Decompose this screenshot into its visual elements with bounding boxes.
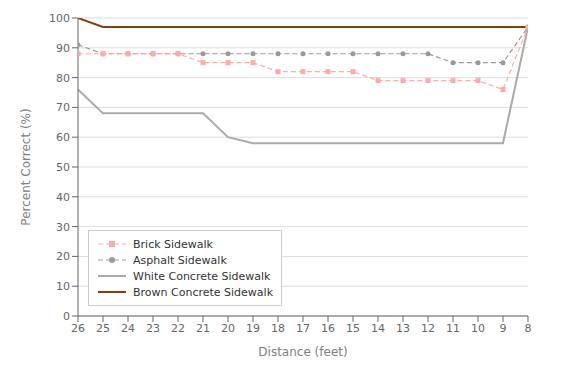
svg-text:10: 10 [56,280,70,293]
svg-text:70: 70 [56,101,70,114]
svg-text:80: 80 [56,72,70,85]
svg-text:18: 18 [271,322,285,335]
svg-text:20: 20 [221,322,235,335]
html-text:Asphalt Sidewalk: Asphalt Sidewalk [133,253,227,267]
svg-text:23: 23 [146,322,160,335]
svg-text:90: 90 [56,42,70,55]
svg-text:16: 16 [321,322,335,335]
svg-text:9: 9 [500,322,507,335]
svg-text:17: 17 [296,322,310,335]
svg-text:14: 14 [371,322,385,335]
svg-text:50: 50 [56,161,70,174]
svg-text:24: 24 [121,322,135,335]
html-text:Brick Sidewalk: Brick Sidewalk [133,237,213,251]
html-text:Brown Concrete Sidewalk: Brown Concrete Sidewalk [133,285,273,299]
svg-text:Distance (feet): Distance (feet) [258,345,347,359]
svg-text:12: 12 [421,322,435,335]
svg-text:19: 19 [246,322,260,335]
svg-text:26: 26 [71,322,85,335]
svg-text:60: 60 [56,131,70,144]
svg-text:100: 100 [49,12,70,25]
svg-text:10: 10 [471,322,485,335]
svg-text:22: 22 [171,322,185,335]
svg-text:15: 15 [346,322,360,335]
svg-text:21: 21 [196,322,210,335]
svg-text:0: 0 [63,310,70,323]
svg-text:40: 40 [56,191,70,204]
svg-text:30: 30 [56,221,70,234]
svg-text:11: 11 [446,322,460,335]
svg-text:20: 20 [56,250,70,263]
svg-text:25: 25 [96,322,110,335]
svg-text:Percent Correct (%): Percent Correct (%) [19,108,33,225]
html-text:White Concrete Sidewalk: White Concrete Sidewalk [133,269,271,283]
svg-text:13: 13 [396,322,410,335]
svg-text:8: 8 [525,322,532,335]
